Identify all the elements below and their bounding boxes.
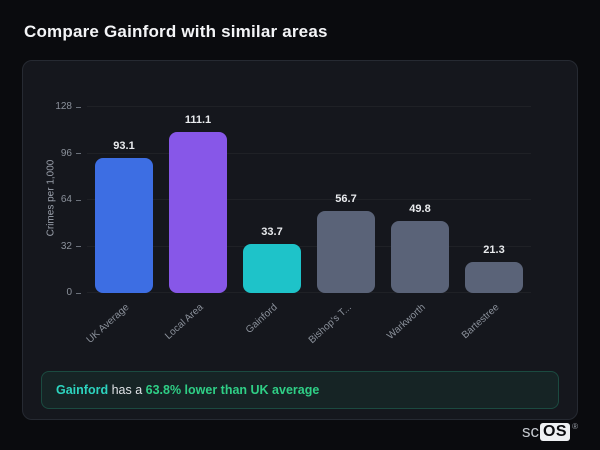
tick-mark xyxy=(76,292,81,294)
gridline xyxy=(87,199,531,201)
bar xyxy=(317,210,375,293)
tick-mark xyxy=(76,246,81,248)
bar-group: 93.1 UK Average xyxy=(84,103,161,346)
summary-area-name: Gainford xyxy=(56,383,109,397)
bar xyxy=(391,220,449,293)
bars-container: 93.1 UK Average 111.1 Local Area 33.7 Gainfor… xyxy=(84,103,531,346)
summary-highlight: 63.8% lower than UK average xyxy=(145,383,320,397)
bar-value-label: 33.7 xyxy=(261,226,283,239)
bar xyxy=(465,262,523,293)
x-axis-label: Gainford xyxy=(243,302,280,336)
y-tick-label: 0 xyxy=(39,285,81,301)
bar-group: 56.7 Bishop's T... xyxy=(306,103,383,346)
bar-value-label: 49.8 xyxy=(409,202,431,215)
gridline xyxy=(87,152,531,154)
x-axis-label: UK Average xyxy=(84,302,132,346)
bar-value-label: 21.3 xyxy=(483,244,505,257)
tick-mark xyxy=(76,153,81,155)
plot-area: 93.1 UK Average 111.1 Local Area 33.7 Gainfor… xyxy=(55,101,547,346)
bar-value-label: 93.1 xyxy=(113,139,135,152)
bar-value-label: 56.7 xyxy=(335,192,357,205)
x-axis-label: Bartestree xyxy=(459,302,502,342)
scos-logo-suffix: OS xyxy=(539,423,571,441)
x-axis-label: Local Area xyxy=(162,302,206,342)
bar-group: 33.7 Gainford xyxy=(235,103,309,336)
bar-group: 21.3 Bartestree xyxy=(457,103,531,341)
bar-value-label: 111.1 xyxy=(184,113,212,126)
bar-group: 49.8 Warkworth xyxy=(383,103,457,342)
summary-connector: has a xyxy=(108,383,146,397)
scos-logo-prefix: sc xyxy=(521,422,539,441)
tick-mark xyxy=(76,199,81,201)
x-axis-label: Warkworth xyxy=(384,302,428,342)
y-tick-label: 128 xyxy=(39,99,81,115)
bar xyxy=(169,131,227,293)
registered-trademark-icon: ® xyxy=(572,422,578,431)
x-axis-label: Bishop's T... xyxy=(306,302,354,346)
summary-banner: Gainford has a 63.8% lower than UK avera… xyxy=(41,371,559,409)
bar xyxy=(243,244,301,293)
bar-group: 111.1 Local Area xyxy=(161,103,235,342)
tick-mark xyxy=(76,106,81,108)
bar xyxy=(95,157,153,293)
scos-logo: sc OS ® xyxy=(522,422,578,442)
chart-card: Crimes per 1,000 93.1 UK Average 111.1 Loca… xyxy=(22,60,578,420)
y-tick-label: 64 xyxy=(39,192,81,208)
page-title: Compare Gainford with similar areas xyxy=(24,22,328,41)
gridline xyxy=(87,106,531,108)
gridline xyxy=(87,245,531,247)
y-tick-label: 32 xyxy=(39,239,81,255)
gridline xyxy=(87,292,531,293)
y-tick-label: 96 xyxy=(39,146,81,162)
